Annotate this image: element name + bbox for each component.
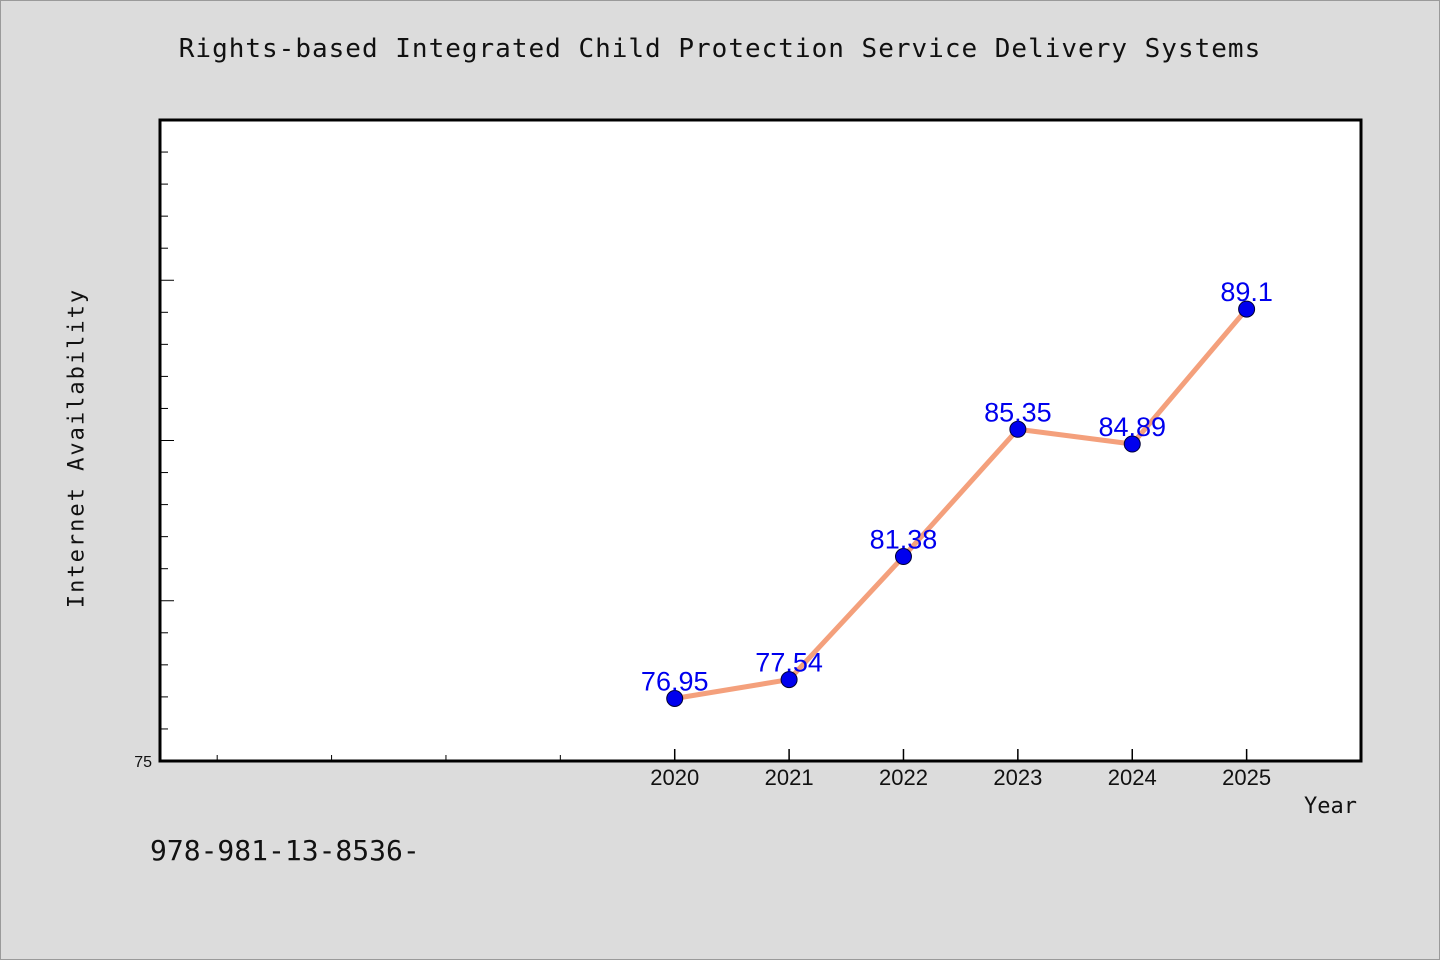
data-labels: 76.95 77.54 81.38 85.35 84.89 89.1 (641, 277, 1273, 696)
y-axis-ticks: 75 (134, 151, 174, 771)
footer-code: 978-981-13-8536- (150, 834, 420, 867)
series-line (672, 306, 1250, 702)
data-point (666, 690, 684, 708)
x-tick-label: 2021 (765, 765, 814, 790)
data-markers (666, 300, 1256, 708)
chart-title: Rights-based Integrated Child Protection… (178, 34, 1262, 64)
data-point (1123, 435, 1141, 453)
data-point (780, 671, 798, 689)
x-tick-label: 2025 (1222, 765, 1271, 790)
x-tick-label: 2024 (1108, 765, 1157, 790)
data-point (1009, 420, 1027, 438)
x-tick-label: 2020 (650, 765, 699, 790)
y-tick-label: 75 (134, 754, 152, 771)
data-label: 81.38 (870, 525, 938, 555)
data-label: 84.89 (1098, 412, 1166, 442)
data-label: 89.1 (1220, 277, 1273, 307)
series-lines (672, 306, 1250, 702)
data-label: 77.54 (755, 648, 823, 678)
data-label: 76.95 (641, 667, 709, 697)
x-axis-ticks: 2020 2021 2022 2023 2024 2025 (216, 749, 1362, 790)
data-point (894, 548, 912, 566)
y-axis-label: Internet Availability (64, 287, 90, 609)
data-point (1238, 300, 1256, 318)
x-tick-label: 2023 (993, 765, 1042, 790)
plot-area (158, 118, 1363, 763)
x-axis-label: Year (1304, 794, 1357, 819)
x-tick-label: 2022 (879, 765, 928, 790)
data-label: 85.35 (984, 397, 1052, 427)
